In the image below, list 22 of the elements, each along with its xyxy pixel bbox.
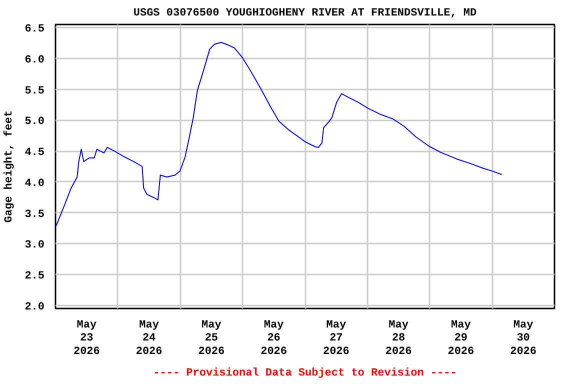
line-series	[56, 42, 502, 226]
text: ---- Provisional Data Subject to Revision ----	[153, 368, 457, 380]
y-tick-label: 2.0	[24, 301, 45, 314]
x-tick-label: May 23 2026	[73, 320, 100, 358]
y-axis-title: Gage height, feet	[2, 110, 16, 223]
y-tick-label: 4.5	[24, 147, 45, 160]
x-tick-label: May 29 2026	[448, 320, 474, 358]
chart-title: USGS 03076500 YOUGHIOGHENY RIVER AT FRIENDSVILLE, MD	[133, 8, 478, 20]
y-tick-label: 3.0	[24, 240, 45, 252]
x-tick-label: May 25 2026	[198, 320, 225, 358]
y-tick-label: 6.0	[24, 54, 45, 66]
y-tick-label: 6.5	[24, 24, 45, 36]
y-tick-label: 5.0	[24, 116, 45, 128]
y-tick-label: 4.0	[24, 178, 45, 190]
x-tick-label: May 28 2026	[385, 320, 412, 358]
x-tick-label: May 26 2026	[260, 320, 288, 358]
x-tick-label: May 24 2026	[136, 320, 162, 358]
x-tick-label: May 30 2026	[510, 320, 537, 358]
x-tick-label: May 27 2026	[322, 320, 350, 358]
y-tick-label: 5.5	[24, 85, 45, 98]
y-tick-label: 2.5	[24, 270, 45, 283]
y-tick-label: 3.5	[24, 208, 45, 221]
